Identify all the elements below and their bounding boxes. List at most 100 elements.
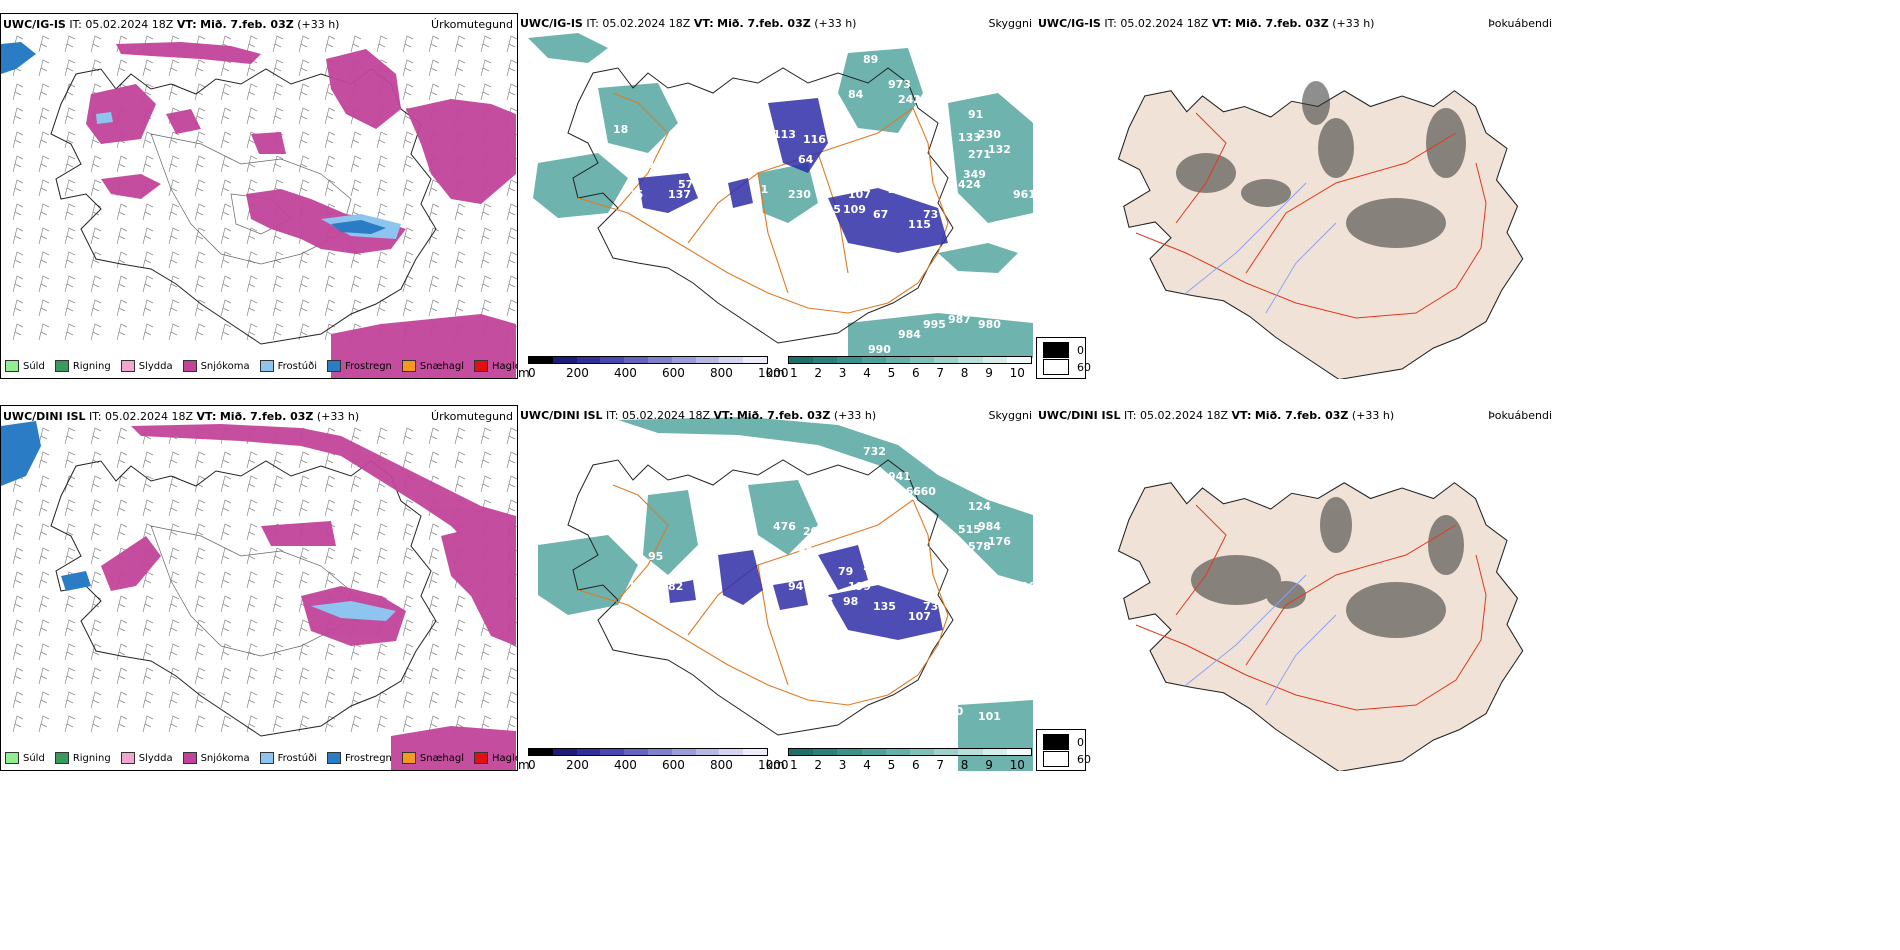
colorbar-tick-label: 800: [710, 758, 733, 772]
wind-barb: [402, 595, 414, 613]
legend-swatch: [259, 360, 274, 372]
wind-barb: [64, 275, 76, 293]
wind-barb: [220, 715, 232, 733]
wind-barb: [376, 715, 388, 733]
legend-swatch: [327, 752, 341, 764]
cloud-base-value-label: 84: [848, 88, 864, 101]
valid-time: Mið. 7.feb. 03Z: [1235, 17, 1329, 30]
colorbar-segment: [743, 357, 767, 363]
wind-barb: [220, 595, 232, 613]
wind-barb: [272, 499, 284, 517]
wind-barb: [246, 523, 258, 541]
wind-barb: [506, 59, 517, 77]
wind-barb: [64, 715, 76, 733]
vt-label: VT:: [1231, 409, 1252, 422]
valid-time: Mið. 7.feb. 03Z: [219, 410, 314, 423]
wind-barb: [428, 571, 440, 589]
legend-label: Rigning: [72, 360, 111, 372]
wind-barb: [142, 499, 154, 517]
colorbar-segment: [695, 357, 720, 363]
colorbar-tick-label: 10: [1009, 366, 1025, 380]
wind-barb: [116, 595, 128, 613]
legend-label: Frostregn: [345, 752, 392, 764]
wind-barb: [246, 667, 258, 685]
wind-barb: [38, 523, 50, 541]
wind-barb: [298, 643, 310, 661]
legend-swatch: [182, 752, 197, 764]
wind-barb: [246, 451, 258, 469]
wind-barb: [38, 451, 50, 469]
vt-label: VT:: [1211, 17, 1232, 30]
wind-barb: [64, 475, 76, 493]
wind-barb: [142, 643, 154, 661]
cloud-base-value-label: 11: [753, 183, 768, 196]
wind-barb: [480, 83, 492, 101]
wind-barb: [142, 251, 154, 269]
wind-barb: [376, 547, 388, 565]
panel-header: UWC/IG-IS IT: 05.02.2024 18Z VT: Mið. 7.…: [3, 18, 339, 31]
wind-barb: [38, 427, 50, 445]
wind-barb: [376, 203, 388, 221]
wind-barb: [90, 299, 102, 317]
wind-barb: [506, 227, 517, 245]
valid-time: Mið. 7.feb. 03Z: [736, 409, 831, 422]
cloud-base-value-label: 116: [803, 133, 826, 146]
legend-label: Frostregn: [345, 360, 392, 372]
wind-barb: [454, 59, 466, 77]
wind-barb: [194, 475, 206, 493]
wind-barb: [350, 523, 362, 541]
cloud-base-value-label: 98: [958, 570, 973, 583]
fog-legend-row: 0: [1043, 734, 1084, 750]
wind-barb: [402, 691, 414, 709]
colorbar-segment: [743, 749, 767, 755]
colorbar-segment: [813, 357, 838, 363]
wind-barb: [194, 667, 206, 685]
wind-barb: [168, 251, 180, 269]
wind-barb: [116, 523, 128, 541]
wind-barb: [272, 571, 284, 589]
wind-barb: [480, 427, 492, 445]
colorbar-tick-label: 5: [887, 758, 896, 772]
wind-barb: [350, 131, 362, 149]
legend-label: Snjókoma: [200, 360, 250, 372]
wind-barb: [298, 571, 310, 589]
lead-time: (+33 h): [316, 410, 360, 423]
wind-barb: [246, 83, 258, 101]
fog-legend-row: 60: [1043, 359, 1091, 375]
cloud-base-value-label: 973: [888, 78, 911, 91]
cloud-base-value-label: 64: [798, 153, 814, 166]
wind-barb: [38, 83, 50, 101]
legend-label: Snæhagl: [419, 752, 465, 764]
colorbar-segment: [1006, 749, 1032, 755]
wind-barb: [194, 571, 206, 589]
wind-barb: [64, 323, 76, 341]
wind-barb: [12, 155, 24, 173]
fog-shading: [1191, 497, 1464, 638]
wind-barb: [298, 83, 310, 101]
wind-barb: [402, 275, 414, 293]
cloud-base-value-label: 230: [788, 188, 811, 201]
colorbar-segment: [982, 357, 1007, 363]
cloud-base-value-label: 57: [678, 178, 693, 191]
colorbar-segment: [982, 749, 1007, 755]
wind-barb: [402, 643, 414, 661]
cloud-base-value-label: 660: [913, 485, 936, 498]
cloud-base-value-label: 182: [913, 93, 936, 106]
wind-barb: [194, 227, 206, 245]
wind-barb: [402, 131, 414, 149]
legend-label: Snjókoma: [200, 752, 250, 764]
wind-barb: [90, 155, 102, 173]
wind-barb: [194, 203, 206, 221]
cloud-base-value-label: 148: [648, 158, 671, 171]
wind-barb: [220, 131, 232, 149]
precip-type-panel-1: UWC/IG-IS IT: 05.02.2024 18Z VT: Mið. 7.…: [0, 13, 518, 379]
wind-barb: [272, 59, 284, 77]
colorbar-tick-label: 400: [614, 366, 637, 380]
wind-barb: [480, 227, 492, 245]
wind-barb: [194, 499, 206, 517]
cloud-base-value-label: 98: [843, 595, 858, 608]
wind-barb: [90, 643, 102, 661]
fog-legend-label: 0: [1077, 735, 1084, 749]
colorbar-segment: [813, 749, 838, 755]
freezing-rain-areas: [1, 42, 386, 234]
